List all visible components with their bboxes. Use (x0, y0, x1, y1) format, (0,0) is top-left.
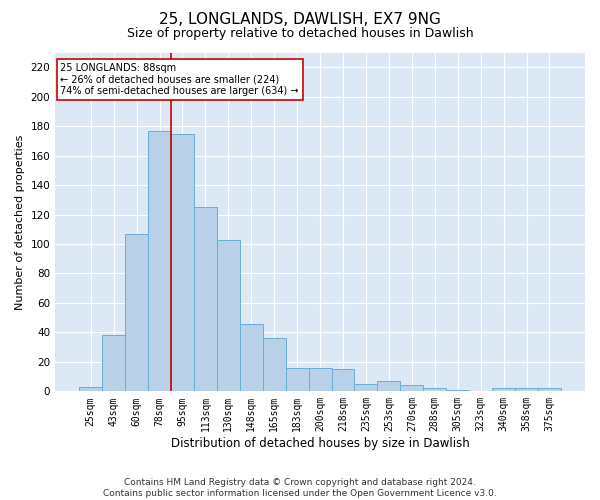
Bar (79, 387, 102, 392)
Text: 25, LONGLANDS, DAWLISH, EX7 9NG: 25, LONGLANDS, DAWLISH, EX7 9NG (159, 12, 441, 28)
Bar (125, 234, 148, 392)
Text: Contains HM Land Registry data © Crown copyright and database right 2024.
Contai: Contains HM Land Registry data © Crown c… (103, 478, 497, 498)
Bar (148, 130, 171, 392)
Bar (492, 388, 515, 392)
Bar (286, 368, 308, 392)
Bar (515, 388, 538, 392)
Text: Size of property relative to detached houses in Dawlish: Size of property relative to detached ho… (127, 28, 473, 40)
Bar (217, 240, 240, 392)
Bar (377, 381, 400, 392)
Bar (355, 384, 377, 392)
Bar (240, 324, 263, 392)
Bar (308, 368, 332, 392)
Text: 25 LONGLANDS: 88sqm
← 26% of detached houses are smaller (224)
74% of semi-detac: 25 LONGLANDS: 88sqm ← 26% of detached ho… (61, 62, 299, 96)
Bar (102, 336, 125, 392)
Bar (446, 390, 469, 392)
Bar (400, 386, 423, 392)
Bar (171, 134, 194, 392)
Bar (332, 369, 355, 392)
X-axis label: Distribution of detached houses by size in Dawlish: Distribution of detached houses by size … (171, 437, 469, 450)
Bar (194, 207, 217, 392)
Y-axis label: Number of detached properties: Number of detached properties (15, 134, 25, 310)
Bar (263, 338, 286, 392)
Bar (538, 388, 561, 392)
Bar (423, 388, 446, 392)
